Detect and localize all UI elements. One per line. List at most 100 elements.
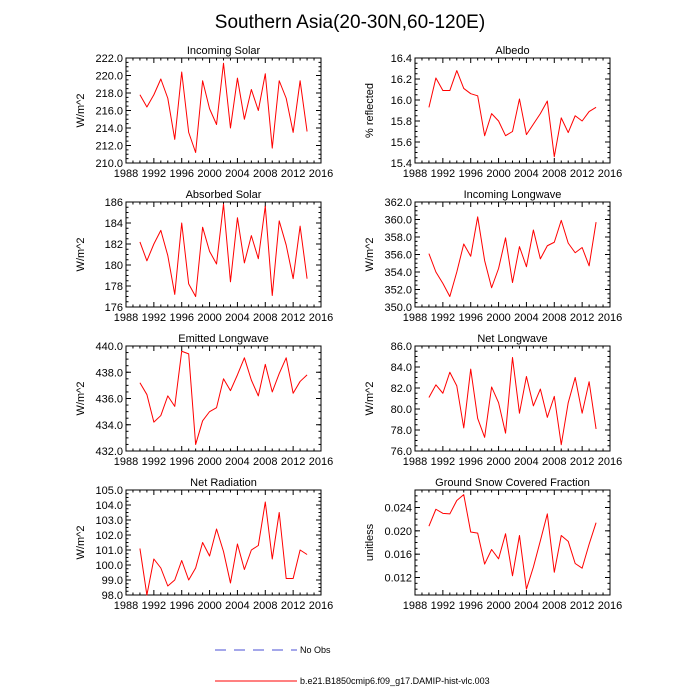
- panel-title: Ground Snow Covered Fraction: [435, 477, 590, 489]
- panel-title: Incoming Solar: [187, 45, 261, 57]
- x-tick-label: 1996: [458, 312, 482, 324]
- y-tick-label: 216.0: [95, 106, 123, 118]
- plot-frame: [125, 201, 322, 308]
- y-tick-label: 15.6: [391, 137, 412, 149]
- figure-title: Southern Asia(20-30N,60-120E): [215, 12, 485, 33]
- panel-absorbed-solar: Absorbed Solar W/m^2 1988 1992 1996 2000 2004 2…: [75, 189, 333, 324]
- series-line-model: [428, 357, 597, 446]
- y-tick-label: 82.0: [391, 383, 412, 395]
- x-tick-label: 1988: [114, 312, 138, 324]
- x-tick-label: 1992: [142, 456, 166, 468]
- x-tick-label: 2016: [309, 312, 333, 324]
- y-tick-label: 76.0: [391, 446, 412, 458]
- y-axis-label: unitless: [364, 523, 376, 561]
- x-tick-label: 2008: [542, 312, 566, 324]
- y-tick-label: 101.0: [95, 545, 123, 557]
- x-tick-label: 1988: [403, 168, 427, 180]
- x-tick-label: 1992: [431, 168, 455, 180]
- x-tick-label: 2004: [514, 312, 538, 324]
- panel-net-longwave: Net Longwave W/m^2 1988 1992 1996 2000 2004 200…: [364, 333, 622, 468]
- panel-albedo: Albedo % reflected 1988 1992 1996 2000 2004 200…: [364, 45, 622, 180]
- x-tick-label: 2000: [486, 600, 510, 612]
- x-tick-label: 1996: [458, 456, 482, 468]
- x-tick-label: 1988: [114, 456, 138, 468]
- x-tick-label: 1996: [458, 600, 482, 612]
- x-tick-label: 2004: [514, 600, 538, 612]
- x-tick-label: 2008: [253, 456, 277, 468]
- x-tick-label: 2012: [281, 456, 305, 468]
- x-tick-label: 2008: [542, 168, 566, 180]
- panel-title: Albedo: [495, 45, 529, 57]
- y-tick-label: 440.0: [95, 341, 123, 353]
- panel-title: Net Radiation: [190, 477, 257, 489]
- x-tick-label: 2012: [281, 600, 305, 612]
- y-tick-label: 350.0: [384, 302, 412, 314]
- y-tick-label: 16.2: [391, 74, 412, 86]
- x-tick-label: 1996: [458, 168, 482, 180]
- panel-title: Net Longwave: [477, 333, 547, 345]
- y-tick-label: 78.0: [391, 425, 412, 437]
- x-tick-label: 2016: [598, 312, 622, 324]
- x-tick-label: 2008: [542, 456, 566, 468]
- legend-label-no-obs: No Obs: [300, 645, 331, 655]
- y-tick-label: 178: [105, 281, 123, 293]
- y-tick-label: 184: [105, 218, 123, 230]
- y-tick-label: 0.012: [384, 573, 412, 585]
- panel-incoming-solar: Incoming Solar W/m^2 1988 1992 1996 2000 2004 2…: [75, 45, 333, 180]
- x-tick-label: 1988: [403, 312, 427, 324]
- x-tick-label: 2000: [486, 168, 510, 180]
- x-tick-label: 2012: [281, 312, 305, 324]
- y-tick-label: 218.0: [95, 88, 123, 100]
- plot-frame: [414, 489, 611, 596]
- y-tick-label: 86.0: [391, 341, 412, 353]
- x-tick-label: 2012: [570, 168, 594, 180]
- x-tick-label: 1992: [431, 312, 455, 324]
- panel-title: Incoming Longwave: [464, 189, 562, 201]
- y-tick-label: 186: [105, 197, 123, 209]
- x-tick-label: 2000: [486, 456, 510, 468]
- y-tick-label: 15.4: [391, 158, 412, 170]
- x-tick-label: 2016: [598, 168, 622, 180]
- x-tick-label: 2004: [225, 456, 249, 468]
- y-tick-label: 15.8: [391, 116, 412, 128]
- x-tick-label: 2012: [570, 600, 594, 612]
- x-tick-label: 1988: [114, 600, 138, 612]
- x-tick-label: 1992: [431, 456, 455, 468]
- x-tick-label: 2012: [570, 456, 594, 468]
- x-tick-label: 1992: [142, 600, 166, 612]
- x-tick-label: 2008: [253, 168, 277, 180]
- y-tick-label: 210.0: [95, 158, 123, 170]
- y-axis-label: W/m^2: [75, 94, 87, 128]
- x-tick-label: 1992: [142, 312, 166, 324]
- y-tick-label: 360.0: [384, 215, 412, 227]
- x-tick-label: 2012: [281, 168, 305, 180]
- x-tick-label: 2004: [225, 168, 249, 180]
- x-tick-label: 2016: [309, 456, 333, 468]
- y-tick-label: 16.4: [391, 53, 412, 65]
- y-axis-label: % reflected: [364, 83, 376, 138]
- series-line-model: [428, 70, 597, 158]
- series-line-model: [139, 501, 308, 596]
- y-tick-label: 84.0: [391, 362, 412, 374]
- y-tick-label: 103.0: [95, 515, 123, 527]
- series-line-model: [139, 62, 308, 153]
- x-tick-label: 1996: [169, 600, 193, 612]
- x-tick-label: 1988: [403, 600, 427, 612]
- y-tick-label: 354.0: [384, 267, 412, 279]
- y-axis-label: W/m^2: [75, 382, 87, 416]
- x-tick-label: 2004: [225, 312, 249, 324]
- y-tick-label: 432.0: [95, 446, 123, 458]
- y-tick-label: 99.0: [102, 575, 123, 587]
- x-tick-label: 1992: [142, 168, 166, 180]
- y-axis-label: W/m^2: [364, 238, 376, 272]
- panel-net-radiation: Net Radiation W/m^2 1988 1992 1996 2000 2004 20…: [75, 477, 333, 612]
- x-tick-label: 2004: [225, 600, 249, 612]
- x-tick-label: 2016: [598, 600, 622, 612]
- y-axis-label: W/m^2: [75, 238, 87, 272]
- x-tick-label: 2008: [253, 312, 277, 324]
- series-line-model: [428, 494, 597, 590]
- series-line-model: [139, 203, 308, 297]
- y-tick-label: 356.0: [384, 250, 412, 262]
- y-tick-label: 220.0: [95, 71, 123, 83]
